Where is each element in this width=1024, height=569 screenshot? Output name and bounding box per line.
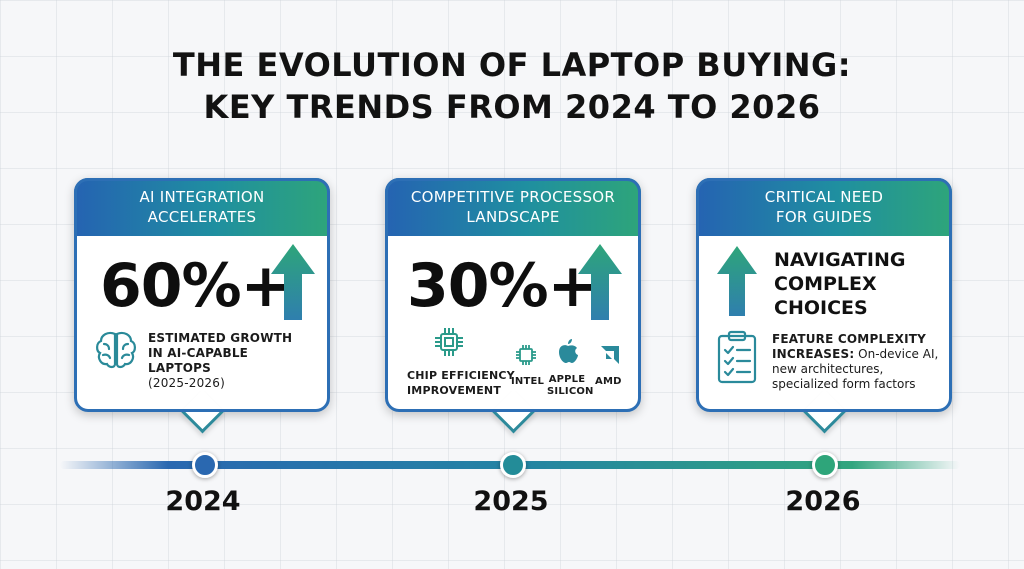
title-line-1: THE EVOLUTION OF LAPTOP BUYING: — [172, 46, 852, 84]
heading-line-3: CHOICES — [774, 297, 868, 319]
card-header-line-2: FOR GUIDES — [775, 208, 873, 226]
timeline-node-2025 — [500, 452, 526, 478]
feature-line-4: specialized form factors — [772, 377, 916, 391]
navigating-heading: NAVIGATING COMPLEX CHOICES — [774, 248, 905, 320]
amd-logo-icon — [601, 346, 619, 364]
brand-amd: AMD — [595, 376, 622, 387]
card-header-line-2: LANDSCAPE — [466, 208, 560, 226]
chip-line-1: CHIP EFFICIENCY — [407, 369, 515, 382]
card-header-line-2: ACCELERATES — [147, 208, 257, 226]
timeline-node-2026 — [812, 452, 838, 478]
feature-line-3: new architectures, — [772, 362, 884, 376]
apple-logo-icon — [559, 339, 578, 363]
card-header-line-1: COMPETITIVE PROCESSOR — [410, 188, 616, 206]
stat-value: 30%+ — [407, 251, 598, 321]
up-arrow-icon — [717, 246, 757, 316]
feature-bold-line-2: INCREASES: — [772, 347, 855, 361]
card-ai-integration: AI INTEGRATION ACCELERATES 60%+ ESTIMATE… — [74, 178, 330, 434]
page-title: THE EVOLUTION OF LAPTOP BUYING: KEY TREN… — [0, 44, 1024, 128]
timeline-node-2024 — [192, 452, 218, 478]
card-header: AI INTEGRATION ACCELERATES — [74, 178, 330, 236]
card-header-line-1: AI INTEGRATION — [139, 188, 265, 206]
stat-value: 60%+ — [100, 251, 291, 321]
card-pointer — [802, 389, 847, 434]
card-processor-landscape: COMPETITIVE PROCESSOR LANDSCAPE 30%+ CHI… — [385, 178, 641, 434]
year-label-2025: 2025 — [473, 486, 549, 517]
chip-icon — [435, 328, 463, 356]
intel-chip-icon — [516, 345, 536, 365]
apple-line-2: SILICON — [547, 386, 594, 397]
clipboard-checklist-icon — [717, 330, 757, 384]
card-header: COMPETITIVE PROCESSOR LANDSCAPE — [385, 178, 641, 236]
up-arrow-icon — [271, 244, 315, 320]
apple-line-1: APPLE — [548, 374, 586, 385]
brand-intel: INTEL — [511, 376, 545, 387]
chip-efficiency-label: CHIP EFFICIENCY IMPROVEMENT — [407, 368, 515, 398]
title-line-2: KEY TRENDS FROM 2024 TO 2026 — [203, 88, 821, 126]
growth-line-4: (2025-2026) — [148, 376, 225, 390]
growth-line-3: LAPTOPS — [148, 361, 211, 375]
feature-rest-line-2: On-device AI, — [854, 347, 939, 361]
growth-description: ESTIMATED GROWTH IN AI-CAPABLE LAPTOPS (… — [148, 331, 292, 391]
brain-icon — [96, 331, 136, 369]
brand-apple-silicon: APPLE SILICON — [547, 374, 594, 398]
card-critical-need: CRITICAL NEED FOR GUIDES NAVIGATING COMP… — [696, 178, 952, 434]
growth-line-1: ESTIMATED GROWTH — [148, 331, 293, 345]
chip-line-2: IMPROVEMENT — [407, 384, 502, 397]
growth-line-2: IN AI-CAPABLE — [148, 346, 249, 360]
heading-line-1: NAVIGATING — [774, 249, 906, 271]
heading-line-2: COMPLEX — [774, 273, 877, 295]
feature-bold-line-1: FEATURE COMPLEXITY — [772, 332, 927, 346]
card-pointer — [180, 389, 225, 434]
feature-complexity-text: FEATURE COMPLEXITY INCREASES: On-device … — [772, 332, 938, 392]
up-arrow-icon — [578, 244, 622, 320]
year-label-2024: 2024 — [165, 486, 241, 517]
year-label-2026: 2026 — [785, 486, 861, 517]
card-header-line-1: CRITICAL NEED — [764, 188, 884, 206]
card-header: CRITICAL NEED FOR GUIDES — [696, 178, 952, 236]
